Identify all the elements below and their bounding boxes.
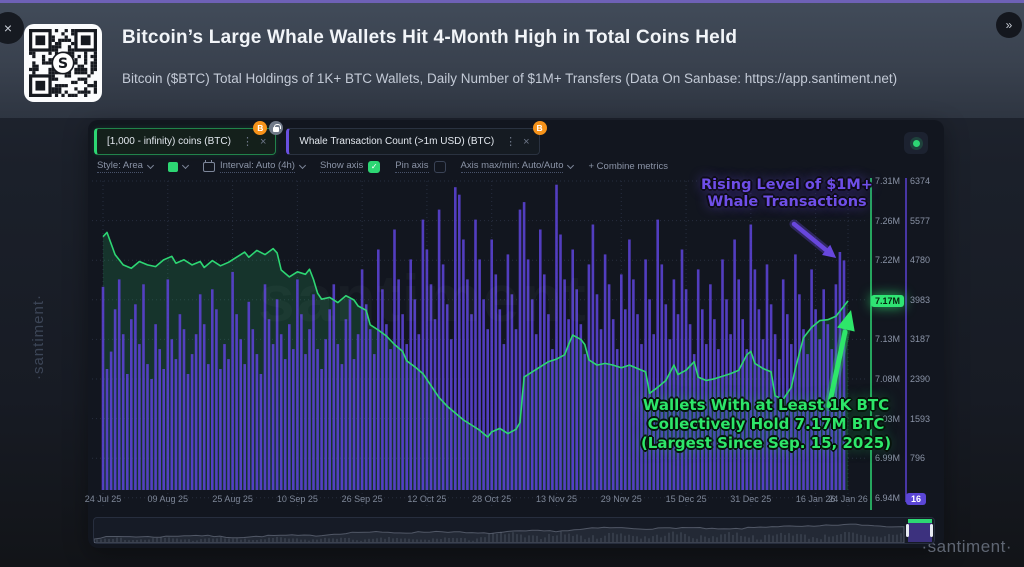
metric-tab-transactions[interactable]: Whale Transaction Count (>1m USD) (BTC) …	[286, 121, 547, 155]
show-axis-toggle[interactable]: Show axis ✓	[319, 160, 381, 173]
axis-tick: 2390	[910, 374, 931, 384]
x-axis-date: 12 Oct 25	[407, 494, 447, 504]
metric-badges: B	[532, 121, 547, 135]
axis-tick: 796	[910, 453, 926, 464]
pin-axis-toggle[interactable]: Pin axis	[395, 160, 446, 173]
axis-tick: 5577	[910, 215, 931, 226]
axis-tick: 7.22M	[875, 255, 901, 266]
kebab-menu-icon[interactable]: ⋮	[241, 136, 253, 148]
x-axis-date: 10 Sep 25	[276, 494, 318, 504]
metric-tab-transactions-label: Whale Transaction Count (>1m USD) (BTC)	[299, 136, 495, 147]
header: × » S Bitcoin’s Large Whale Wallets Hit …	[0, 3, 1024, 118]
page-title: Bitcoin’s Large Whale Wallets Hit 4-Mont…	[122, 27, 738, 48]
qr-code-image: S	[29, 29, 97, 97]
chart-plot[interactable]	[88, 120, 944, 545]
combine-metrics-button[interactable]: + Combine metrics	[588, 161, 668, 172]
axis-tick: 4780	[910, 255, 931, 266]
kebab-menu-icon[interactable]: ⋮	[505, 136, 517, 148]
style-dropdown[interactable]: Style: Area	[97, 160, 154, 173]
chevron-down-icon	[146, 161, 154, 169]
axis-tick: 3983	[910, 294, 931, 305]
interval-dropdown[interactable]: Interval: Auto (4h)	[202, 159, 306, 173]
annotation-line: Rising Level of $1M+	[701, 177, 873, 193]
chart-controls-row: Style: Area Interval: Auto (4h) Show axi…	[97, 159, 668, 173]
checkbox-checked-icon[interactable]: ✓	[368, 160, 381, 173]
timeline-preview-chart[interactable]	[94, 518, 934, 543]
next-button[interactable]: »	[996, 12, 1022, 38]
page-subtitle: Bitcoin ($BTC) Total Holdings of 1K+ BTC…	[122, 71, 898, 86]
top-accent-line	[0, 0, 1024, 3]
x-axis-date: 15 Dec 25	[665, 494, 707, 504]
axis-tick: 6374	[910, 176, 931, 186]
calendar-icon	[202, 159, 215, 172]
metric-tab-holdings-label: [1,000 - infinity) coins (BTC)	[107, 136, 231, 147]
chevron-down-icon	[567, 161, 575, 169]
x-axis-date: 16 Jan 26	[795, 494, 836, 504]
annotation-line: Whale Transactions	[707, 194, 867, 210]
axis-maxmin-dropdown[interactable]: Axis max/min: Auto/Auto	[460, 160, 575, 173]
remove-metric-icon[interactable]: ×	[523, 135, 530, 148]
metric-tab-holdings[interactable]: [1,000 - infinity) coins (BTC) ⋮ × B	[94, 121, 284, 155]
btc-badge-icon: B	[532, 121, 547, 135]
axis-tick: 7.31M	[875, 176, 901, 186]
x-axis-date: 26 Sep 25	[341, 494, 383, 504]
watermark-center: santiment	[258, 260, 588, 336]
x-axis-dates: 24 Jul 25 09 Aug 25 25 Aug 25 10 Sep 25 26 S…	[84, 494, 888, 508]
annotation-line: (Largest Since Sep. 15, 2025)	[640, 434, 892, 452]
checkbox-unchecked-icon[interactable]	[433, 160, 446, 173]
annotation-line: Wallets With at Least 1K BTC	[642, 396, 890, 414]
chart-card: [1,000 - infinity) coins (BTC) ⋮ × B Wha…	[84, 120, 944, 548]
annotation-line: Collectively Hold 7.17M BTC	[647, 415, 885, 433]
chevron-down-icon	[298, 161, 306, 169]
axis-tick: 7.08M	[875, 374, 901, 384]
chart-settings-button[interactable]	[904, 132, 928, 154]
green-dot-icon	[912, 139, 920, 147]
axis-tick: 7.26M	[875, 215, 901, 226]
header-titles: Bitcoin’s Large Whale Wallets Hit 4-Mont…	[122, 27, 1002, 86]
qr-code: S	[24, 24, 102, 102]
metric-badges: B	[253, 121, 284, 135]
x-axis-date: 09 Aug 25	[147, 494, 189, 504]
axis-tick: 7.17M	[871, 294, 905, 307]
watermark-left: ·santiment·	[30, 294, 47, 381]
x-axis-date: 13 Nov 25	[535, 494, 578, 504]
btc-badge-icon: B	[253, 121, 268, 135]
annotation-whale-transactions: Rising Level of $1M+ Whale Transactions	[691, 177, 883, 211]
chevron-down-icon	[181, 161, 189, 169]
svg-text:S: S	[58, 56, 68, 72]
x-axis-date: 24 Jul 25	[84, 494, 122, 504]
x-axis-date: 31 Dec 25	[730, 494, 772, 504]
close-button[interactable]: ×	[0, 12, 24, 44]
axis-tick: 3187	[910, 334, 931, 345]
x-axis-date: 25 Aug 25	[212, 494, 253, 504]
x-axis-date: 28 Oct 25	[472, 494, 512, 504]
axis-tick: 16	[906, 492, 927, 505]
axis-tick: 6.99M	[875, 453, 901, 464]
timeline-preview[interactable]	[93, 517, 935, 544]
axis-tick: 1593	[910, 413, 931, 424]
axis-tick: 7.13M	[875, 334, 901, 345]
remove-metric-icon[interactable]: ×	[259, 135, 267, 148]
color-swatch-dropdown[interactable]	[167, 161, 189, 172]
x-axis-date: 24 Jan 26	[828, 494, 868, 504]
x-axis-date: 29 Nov 25	[600, 494, 642, 504]
lock-badge-icon	[269, 121, 284, 135]
axis-tick: 6.94M	[875, 492, 901, 503]
annotation-wallet-holdings: Wallets With at Least 1K BTC Collectivel…	[640, 396, 892, 453]
color-swatch	[167, 161, 178, 172]
axis-tick: 7.03M	[875, 413, 901, 424]
metric-tabs-row: [1,000 - infinity) coins (BTC) ⋮ × B Wha…	[94, 121, 938, 155]
santiment-logo: ·santiment·	[921, 537, 1012, 556]
